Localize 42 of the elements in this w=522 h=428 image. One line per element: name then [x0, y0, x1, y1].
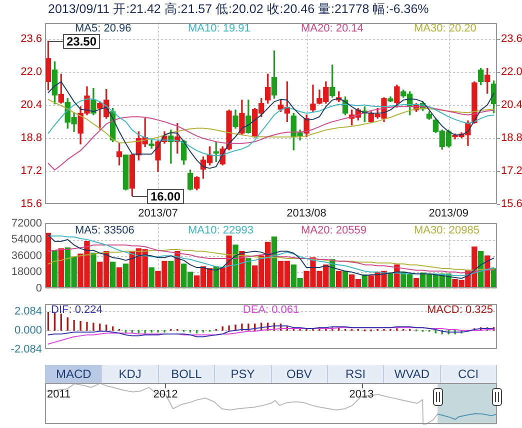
chart-title: 2013/09/11 开:21.42 高:21.57 低:20.02 收:20.46 量:21778 幅:-6.36%	[48, 1, 429, 18]
y2-tick-label: 20.4	[501, 99, 522, 112]
y-tick-label: 72000	[11, 217, 42, 230]
y-tick-label: 17.2	[20, 165, 42, 178]
series-label: MACD: 0.325	[426, 304, 493, 316]
x-tick-label: 2013/09	[428, 208, 468, 220]
text: MA30: 20985	[414, 224, 480, 236]
annotation: 16.00	[150, 189, 181, 204]
y-tick-label: 36000	[11, 250, 42, 262]
x-tick-label: 2013/07	[138, 208, 178, 220]
tab-button: OBV	[272, 365, 328, 383]
x-tick-label: 2013	[349, 388, 374, 400]
y-tick-label: 15.6	[20, 198, 42, 210]
text: MA20: 20.14	[301, 22, 364, 35]
y-tick-label: 20.4	[20, 99, 42, 112]
y-tick-label: 54000	[11, 234, 42, 246]
text: MA20: 20559	[301, 224, 366, 236]
x-tick-label: 2013/08	[286, 208, 326, 220]
annotation: 23.50	[66, 34, 97, 48]
y-tick-label: 23.6	[20, 33, 42, 46]
y2-tick-label: 15.6	[501, 198, 522, 210]
y-tick-label: 0	[36, 282, 42, 294]
y2-tick-label: 18.8	[501, 132, 522, 144]
series-label: DIF: 0.224	[51, 304, 102, 316]
y2-tick-label: 23.6	[501, 33, 522, 46]
series-label: DEA: 0.061	[242, 304, 300, 316]
tab-button: MACD	[46, 365, 102, 383]
x-tick-label: 2012	[153, 388, 178, 400]
y2-tick-label: 17.2	[501, 165, 522, 178]
y-tick-label: -2.084	[10, 343, 42, 356]
text: MA5: 20.96	[75, 22, 132, 35]
text: MA10: 22993	[188, 224, 254, 236]
series-label: MA5: 33506	[75, 224, 134, 236]
y-tick-label: 0.000	[14, 324, 42, 336]
y-tick-label: 2.084	[14, 305, 42, 318]
text: MA30: 20.20	[414, 22, 476, 35]
y-tick-label: 18.8	[20, 132, 42, 144]
x-tick-label: 2011	[47, 388, 71, 400]
y-tick-label: 18000	[11, 266, 42, 278]
y-tick-label: 22.0	[20, 66, 42, 78]
text: MA10: 19.91	[188, 22, 250, 35]
y2-tick-label: 22.0	[501, 66, 522, 78]
